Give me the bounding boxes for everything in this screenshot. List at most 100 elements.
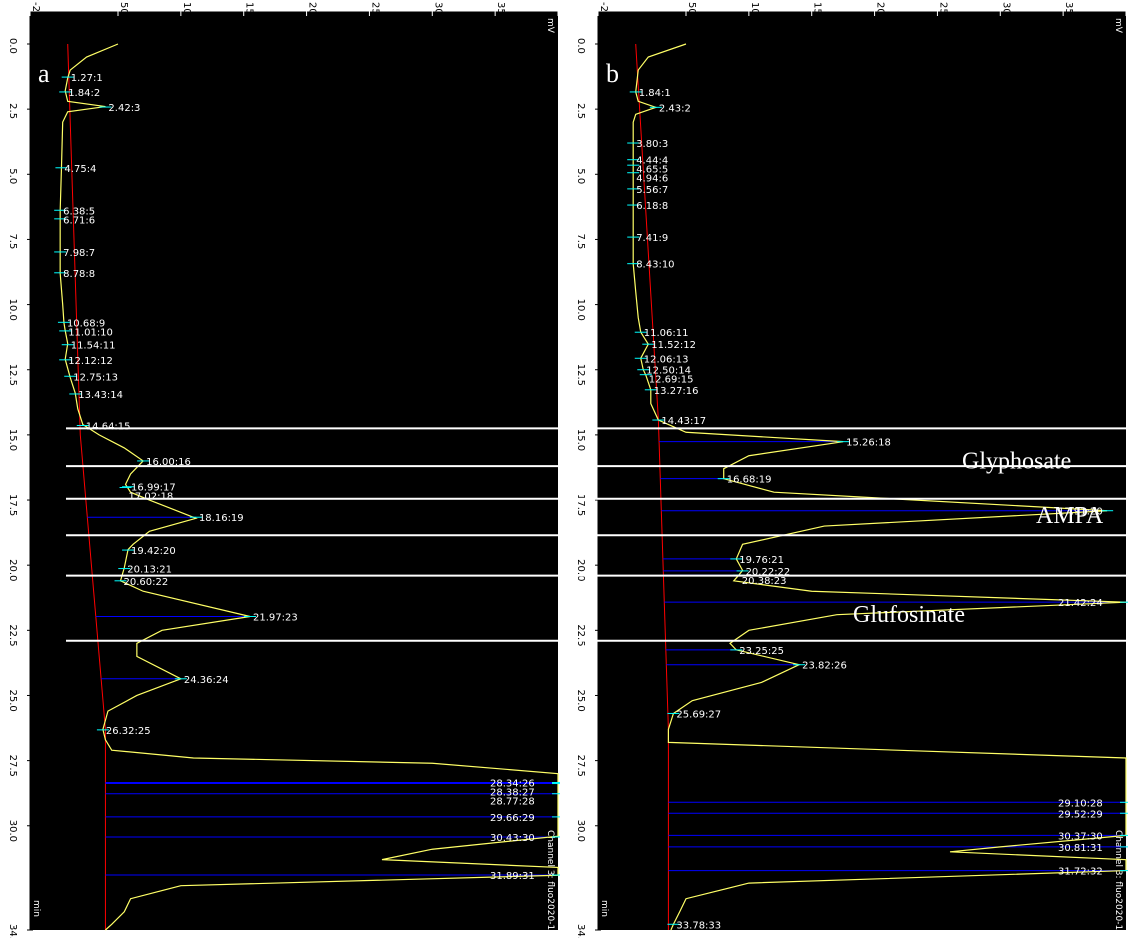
y-tick-label: 150 [244, 2, 255, 21]
y-tick-label: 50 [686, 2, 697, 15]
compound-label: AMPA [1036, 503, 1104, 529]
y-tick-label: 400 [558, 2, 560, 21]
chromatogram-panel-a: -20 50 100 150 200 250 300 350 400 0.0 2.5 5.0 7.5 10… [0, 0, 560, 938]
plot-area [30, 12, 558, 930]
time-tick-label: 30.0 [7, 820, 18, 842]
y-tick-label: 50 [118, 2, 129, 15]
peak-label: 26.32:25 [106, 726, 151, 737]
time-tick-label: 30.0 [575, 820, 586, 842]
peak-label: 30.43:30 [490, 833, 535, 844]
time-tick-label: 10.0 [7, 299, 18, 321]
time-tick-label: 2.5 [7, 103, 18, 119]
y-tick-label: 100 [749, 2, 760, 21]
peak-label: 28.34:26 [490, 779, 535, 790]
time-tick-label: 34.0 [7, 924, 18, 938]
y-tick-label: 300 [432, 2, 443, 21]
panel-letter: b [606, 59, 619, 88]
baseline-line [67, 43, 106, 930]
time-tick-label: 22.5 [7, 624, 18, 646]
peak-label: 15.26:18 [846, 438, 891, 449]
peak-label: 11.52:12 [651, 340, 696, 351]
peak-label: 31.72:32 [1058, 867, 1103, 878]
peak-label: 20.60:22 [124, 577, 169, 588]
peak-label: 30.81:31 [1058, 843, 1103, 854]
chromatogram-b-svg: -20 50 100 150 200 250 300 350 400 0.0 2.5 5.0 7.5 10… [568, 2, 1128, 938]
time-tick-label: 20.0 [575, 559, 586, 581]
peak-label: 4.44:4 [636, 156, 668, 167]
y-tick-label: 200 [307, 2, 318, 21]
signal-trace [59, 43, 559, 931]
peak-label: 20.38:23 [742, 576, 787, 587]
peak-label: 33.78:33 [676, 920, 721, 931]
peak-label: 2.43:2 [659, 103, 691, 114]
peak-label: 23.82:26 [802, 661, 847, 672]
y-tick-label: 300 [1000, 2, 1011, 21]
signal-trace [632, 43, 1127, 931]
peak-label: 25.69:27 [676, 709, 721, 720]
time-tick-label: 10.0 [575, 299, 586, 321]
time-tick-label: 25.0 [575, 689, 586, 711]
peak-label: 8.43:10 [636, 260, 674, 271]
time-tick-label: 2.5 [575, 103, 586, 119]
peak-label: 1.84:2 [68, 88, 100, 99]
y-tick-label: 400 [1126, 2, 1128, 21]
peak-label: 21.42:24 [1058, 598, 1103, 609]
peak-label: 12.75:13 [73, 372, 118, 383]
chromatogram-a-svg: -20 50 100 150 200 250 300 350 400 0.0 2.5 5.0 7.5 10… [7, 2, 560, 938]
peak-label: 12.12:12 [68, 356, 113, 367]
peak-label: 28.77:28 [490, 797, 535, 808]
peak-label: 16.68:19 [727, 475, 772, 486]
peak-label: 23.25:25 [739, 646, 784, 657]
peak-label: 30.37:30 [1058, 831, 1103, 842]
time-unit-label: min [31, 900, 41, 917]
peak-label: 17.91:20 [1058, 507, 1103, 518]
plot-area [598, 12, 1126, 930]
y-tick-label: 100 [181, 2, 192, 21]
time-tick-label: 5.0 [575, 168, 586, 184]
time-tick-label: 12.5 [7, 364, 18, 386]
peak-label: 14.43:17 [661, 416, 706, 427]
y-tick-label: 150 [812, 2, 823, 21]
peak-label: 31.89:31 [490, 871, 535, 882]
time-tick-label: 25.0 [7, 689, 18, 711]
compound-label: Glufosinate [853, 602, 965, 628]
peak-label: 13.43:14 [78, 390, 123, 401]
peak-label: 14.64:15 [86, 422, 131, 433]
peak-label: 29.10:28 [1058, 798, 1103, 809]
compound-label: Glyphosate [962, 448, 1071, 474]
y-tick-label: 250 [369, 2, 380, 21]
peak-label: 12.69:15 [649, 375, 694, 386]
y-unit-label: mV [1113, 18, 1123, 34]
peak-label: 5.56:7 [636, 185, 668, 196]
time-tick-label: 7.5 [7, 233, 18, 249]
time-tick-label: 17.5 [575, 494, 586, 516]
peak-label: 4.75:4 [64, 164, 96, 175]
peak-label: 6.18:8 [636, 201, 668, 212]
peak-label: 7.41:9 [636, 233, 668, 244]
time-tick-label: 15.0 [575, 429, 586, 451]
peak-label: 19.42:20 [131, 546, 176, 557]
peak-label: 1.84:1 [639, 88, 671, 99]
channel-label: Channel 3: fluo2020-1 [1113, 830, 1123, 930]
y-tick-label: 350 [1063, 2, 1074, 21]
peak-label: 20.13:21 [127, 565, 172, 576]
y-tick-label: 250 [937, 2, 948, 21]
peak-label: 12.06:13 [644, 354, 689, 365]
chromatogram-panel-b: -20 50 100 150 200 250 300 350 400 0.0 2.5 5.0 7.5 10… [568, 0, 1128, 938]
y-unit-label: mV [545, 18, 555, 34]
peak-label: 29.66:29 [490, 813, 535, 824]
time-tick-label: 27.5 [7, 755, 18, 777]
time-tick-label: 15.0 [7, 429, 18, 451]
time-tick-label: 12.5 [575, 364, 586, 386]
time-tick-label: 0.0 [7, 38, 18, 54]
peak-label: 2.42:3 [108, 103, 140, 114]
peak-label: 6.71:6 [63, 215, 95, 226]
peak-label: 4.94:6 [636, 174, 668, 185]
peak-label: 20.22:22 [746, 567, 791, 578]
time-tick-label: 34.0 [575, 924, 586, 938]
time-tick-label: 5.0 [7, 168, 18, 184]
peak-label: 18.16:19 [199, 513, 244, 524]
time-tick-label: 17.5 [7, 494, 18, 516]
y-tick-label: -20 [30, 2, 41, 18]
peak-label: 28.38:27 [490, 788, 535, 799]
